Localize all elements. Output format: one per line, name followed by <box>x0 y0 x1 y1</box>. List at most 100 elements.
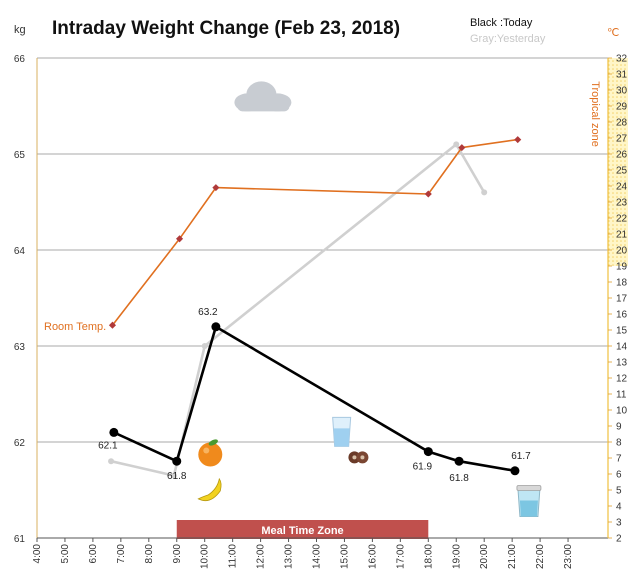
x-tick-label: 15:00 <box>339 544 350 569</box>
y-tick-label: 66 <box>14 54 26 65</box>
right-tick-label: 13 <box>616 358 628 369</box>
right-axis-ticks: 2345678910111213141516171819202122232425… <box>608 54 628 545</box>
right-tick-label: 12 <box>616 374 628 385</box>
temperature-point <box>424 190 432 198</box>
right-tick-label: 6 <box>616 470 622 481</box>
today-point <box>109 427 119 437</box>
x-tick-label: 5:00 <box>60 544 71 564</box>
banana-body <box>197 477 222 502</box>
right-tick-label: 19 <box>616 262 628 273</box>
series-layer <box>108 136 522 479</box>
x-tick-label: 16:00 <box>367 544 378 569</box>
axes <box>36 58 609 539</box>
x-tick-label: 8:00 <box>144 544 155 564</box>
right-tick-label: 26 <box>616 150 628 161</box>
x-tick-label: 14:00 <box>312 544 323 569</box>
right-axis-unit: ℃ <box>607 27 619 39</box>
y-tick-label: 64 <box>14 246 26 257</box>
legend-yesterday: Gray:Yesterday <box>470 33 546 45</box>
yesterday-point <box>201 343 208 349</box>
x-tick-label: 12:00 <box>256 544 267 569</box>
x-tick-label: 17:00 <box>395 544 406 569</box>
glass-water <box>333 428 350 447</box>
y-tick-label: 62 <box>14 438 26 449</box>
x-tick-label: 6:00 <box>88 544 99 564</box>
right-tick-label: 29 <box>616 102 628 113</box>
right-tick-label: 28 <box>616 118 628 129</box>
water-glass-icon <box>332 416 352 447</box>
x-tick-label: 13:00 <box>284 544 295 569</box>
right-tick-label: 32 <box>616 54 628 65</box>
meal-time-zone-label: Meal Time Zone <box>261 525 343 537</box>
right-tick-label: 23 <box>616 198 628 209</box>
yesterday-point <box>170 472 177 479</box>
right-tick-label: 27 <box>616 134 628 145</box>
right-tick-label: 7 <box>616 454 622 465</box>
today-data-label: 61.8 <box>449 473 469 484</box>
temperature-point <box>458 144 466 152</box>
data-labels: 62.1 61.8 63.2 61.9 61.8 61.7 <box>98 307 531 484</box>
x-tick-label: 10:00 <box>200 544 211 569</box>
right-tick-label: 18 <box>616 278 628 289</box>
today-point <box>172 456 182 466</box>
cookies-icon <box>348 451 369 464</box>
right-tick-label: 25 <box>616 166 628 177</box>
right-tick-label: 2 <box>616 534 622 545</box>
yesterday-point <box>481 189 488 196</box>
right-tick-label: 3 <box>616 518 622 529</box>
orange-leaf <box>208 439 218 446</box>
cookie-center <box>352 455 357 460</box>
cup-liquid <box>519 500 538 517</box>
today-line <box>113 325 516 473</box>
right-tick-label: 31 <box>616 70 628 81</box>
x-axis-ticks: 4:00 5:00 6:00 7:00 8:00 9:00 10:00 11:00 12:00 1… <box>32 538 574 569</box>
right-tick-label: 30 <box>616 86 628 97</box>
y-tick-label: 61 <box>14 534 26 545</box>
today-point <box>211 322 221 332</box>
temperature-point <box>514 136 522 144</box>
banana-icon <box>197 477 222 502</box>
x-tick-label: 22:00 <box>535 544 546 569</box>
tropical-zone-band <box>608 58 628 266</box>
x-tick-label: 9:00 <box>172 544 183 564</box>
right-tick-label: 14 <box>616 342 628 353</box>
x-tick-label: 18:00 <box>423 544 434 569</box>
tropical-zone-label: Tropical zone <box>589 81 601 147</box>
x-tick-label: 4:00 <box>32 544 43 564</box>
today-data-label: 62.1 <box>98 440 118 451</box>
x-tick-label: 21:00 <box>507 544 518 569</box>
y-tick-label: 65 <box>14 150 26 161</box>
orange-body <box>198 442 223 467</box>
yesterday-point <box>108 458 115 465</box>
cloud-part <box>237 100 290 112</box>
today-data-label: 61.7 <box>511 451 531 462</box>
right-tick-label: 5 <box>616 486 622 497</box>
right-tick-label: 9 <box>616 422 622 433</box>
cloud-icon <box>234 81 292 112</box>
right-tick-label: 4 <box>616 502 622 513</box>
right-tick-label: 21 <box>616 230 628 241</box>
today-point <box>423 447 433 457</box>
today-point <box>510 466 520 476</box>
right-tick-label: 24 <box>616 182 628 193</box>
temperature-point <box>212 184 220 192</box>
right-tick-label: 20 <box>616 246 628 257</box>
temperature-line <box>111 138 518 326</box>
temperature-point <box>176 235 184 243</box>
meal-time-zone-bar <box>176 520 429 539</box>
chart-title: Intraday Weight Change (Feb 23, 2018) <box>52 18 400 39</box>
right-tick-label: 22 <box>616 214 628 225</box>
x-tick-label: 19:00 <box>451 544 462 569</box>
yesterday-point <box>453 141 460 148</box>
today-data-label: 61.9 <box>413 462 433 473</box>
x-tick-label: 7:00 <box>116 544 127 564</box>
right-tick-label: 11 <box>616 390 627 401</box>
right-tick-label: 10 <box>616 406 628 417</box>
x-tick-label: 23:00 <box>563 544 574 569</box>
today-data-label: 61.8 <box>167 471 187 482</box>
right-tick-label: 8 <box>616 438 622 449</box>
right-tick-label: 17 <box>616 294 628 305</box>
cookie-center <box>360 455 365 460</box>
orange-icon <box>198 439 223 467</box>
